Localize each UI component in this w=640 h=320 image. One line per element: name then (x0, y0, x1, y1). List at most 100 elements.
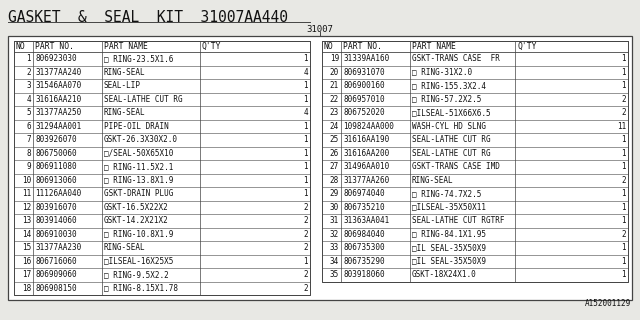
Text: 33: 33 (330, 243, 339, 252)
Text: 1: 1 (303, 95, 308, 104)
Text: GSKT-DRAIN PLUG: GSKT-DRAIN PLUG (104, 189, 173, 198)
Text: 2: 2 (303, 243, 308, 252)
Text: PIPE-OIL DRAIN: PIPE-OIL DRAIN (104, 122, 169, 131)
Text: 19: 19 (330, 54, 339, 63)
Text: 17: 17 (22, 270, 31, 279)
Text: 1: 1 (26, 54, 31, 63)
Text: 1: 1 (621, 189, 626, 198)
Text: GSKT-18X24X1.0: GSKT-18X24X1.0 (412, 270, 477, 279)
Text: 20: 20 (330, 68, 339, 77)
Text: SEAL-LIP: SEAL-LIP (104, 81, 141, 90)
Text: 2: 2 (303, 284, 308, 293)
Text: 806752020: 806752020 (343, 108, 385, 117)
Text: A152001129: A152001129 (585, 299, 631, 308)
Text: GSKT-16.5X22X2: GSKT-16.5X22X2 (104, 203, 169, 212)
Text: 1: 1 (621, 270, 626, 279)
Text: 4: 4 (303, 68, 308, 77)
Text: 1: 1 (621, 257, 626, 266)
Text: □ RING-155.3X2.4: □ RING-155.3X2.4 (412, 81, 486, 90)
Text: 1: 1 (621, 68, 626, 77)
Text: RING-SEAL: RING-SEAL (412, 176, 454, 185)
Text: PART NAME: PART NAME (412, 42, 456, 51)
Text: 806957010: 806957010 (343, 95, 385, 104)
Text: 31496AA010: 31496AA010 (343, 162, 389, 171)
Text: 806735290: 806735290 (343, 257, 385, 266)
Text: 803918060: 803918060 (343, 270, 385, 279)
Text: SEAL-LATHE CUT RG: SEAL-LATHE CUT RG (412, 135, 491, 144)
Text: 7: 7 (26, 135, 31, 144)
Text: 1: 1 (621, 203, 626, 212)
Text: 23: 23 (330, 108, 339, 117)
Text: 806910030: 806910030 (35, 230, 77, 239)
Text: 11: 11 (617, 122, 626, 131)
Text: 28: 28 (330, 176, 339, 185)
Text: 25: 25 (330, 135, 339, 144)
Text: 1: 1 (303, 176, 308, 185)
Text: 11126AA040: 11126AA040 (35, 189, 81, 198)
Text: □ RING-9.5X2.2: □ RING-9.5X2.2 (104, 270, 169, 279)
Text: 8: 8 (26, 149, 31, 158)
Text: □ RING-13.8X1.9: □ RING-13.8X1.9 (104, 176, 173, 185)
Text: 2: 2 (303, 216, 308, 225)
Text: □ILSEAL-35X50X11: □ILSEAL-35X50X11 (412, 203, 486, 212)
Text: 31294AA001: 31294AA001 (35, 122, 81, 131)
Text: 2: 2 (621, 176, 626, 185)
Text: PART NO.: PART NO. (35, 42, 74, 51)
Text: 14: 14 (22, 230, 31, 239)
Text: RING-SEAL: RING-SEAL (104, 243, 146, 252)
Text: Q'TY: Q'TY (202, 42, 221, 51)
Text: 1: 1 (621, 243, 626, 252)
Text: 16: 16 (22, 257, 31, 266)
Text: SEAL-LATHE CUT RG: SEAL-LATHE CUT RG (104, 95, 182, 104)
Text: □ RING-8.15X1.78: □ RING-8.15X1.78 (104, 284, 178, 293)
Text: 2: 2 (621, 230, 626, 239)
Text: 2: 2 (621, 108, 626, 117)
Text: 806900160: 806900160 (343, 81, 385, 90)
Text: 12: 12 (22, 203, 31, 212)
Text: 4: 4 (303, 108, 308, 117)
Text: 31363AA041: 31363AA041 (343, 216, 389, 225)
Text: 1: 1 (303, 257, 308, 266)
Text: 18: 18 (22, 284, 31, 293)
Text: RING-SEAL: RING-SEAL (104, 108, 146, 117)
Text: 31377AA230: 31377AA230 (35, 243, 81, 252)
Text: 31616AA200: 31616AA200 (343, 149, 389, 158)
Text: 806923030: 806923030 (35, 54, 77, 63)
Text: 1: 1 (621, 162, 626, 171)
Text: □IL SEAL-35X50X9: □IL SEAL-35X50X9 (412, 243, 486, 252)
Text: 5: 5 (26, 108, 31, 117)
Text: 803926070: 803926070 (35, 135, 77, 144)
Text: 31546AA070: 31546AA070 (35, 81, 81, 90)
Text: 10: 10 (22, 176, 31, 185)
Text: NO: NO (15, 42, 25, 51)
Text: 806735300: 806735300 (343, 243, 385, 252)
Text: □ILSEAL-16X25X5: □ILSEAL-16X25X5 (104, 257, 173, 266)
Text: 6: 6 (26, 122, 31, 131)
Text: 1: 1 (303, 122, 308, 131)
Bar (322, 41, 628, 282)
Text: □ RING-84.1X1.95: □ RING-84.1X1.95 (412, 230, 486, 239)
Text: 24: 24 (330, 122, 339, 131)
Text: 806909060: 806909060 (35, 270, 77, 279)
Text: 806716060: 806716060 (35, 257, 77, 266)
Text: 30: 30 (330, 203, 339, 212)
Text: 806911080: 806911080 (35, 162, 77, 171)
Text: 9: 9 (26, 162, 31, 171)
Text: □ RING-11.5X2.1: □ RING-11.5X2.1 (104, 162, 173, 171)
Text: 35: 35 (330, 270, 339, 279)
Text: Q'TY: Q'TY (517, 42, 536, 51)
Text: 806750060: 806750060 (35, 149, 77, 158)
Text: 806984040: 806984040 (343, 230, 385, 239)
Text: 31339AA160: 31339AA160 (343, 54, 389, 63)
Text: □ RING-10.8X1.9: □ RING-10.8X1.9 (104, 230, 173, 239)
Text: 31616AA210: 31616AA210 (35, 95, 81, 104)
Text: 1: 1 (621, 54, 626, 63)
Text: 21: 21 (330, 81, 339, 90)
Text: □ RING-31X2.0: □ RING-31X2.0 (412, 68, 472, 77)
Text: □ RING-57.2X2.5: □ RING-57.2X2.5 (412, 95, 481, 104)
Bar (14, 41, 310, 295)
Text: 31616AA190: 31616AA190 (343, 135, 389, 144)
Bar (8, 36, 632, 300)
Text: 803914060: 803914060 (35, 216, 77, 225)
Text: 2: 2 (303, 203, 308, 212)
